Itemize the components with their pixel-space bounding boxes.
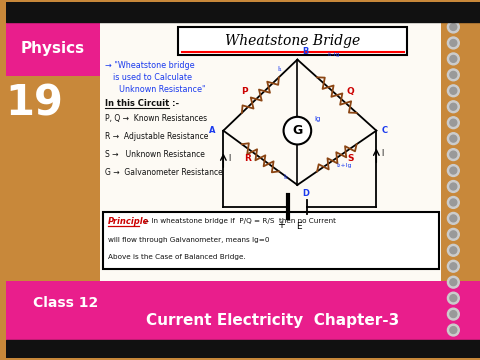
Circle shape: [447, 229, 459, 240]
Circle shape: [450, 295, 457, 302]
Circle shape: [447, 308, 459, 320]
Text: Above is the Case of Balanced Bridge.: Above is the Case of Balanced Bridge.: [108, 254, 246, 260]
Text: S →   Unknown Resistance: S → Unknown Resistance: [105, 150, 205, 159]
Circle shape: [450, 87, 457, 94]
FancyBboxPatch shape: [6, 22, 100, 76]
Circle shape: [447, 69, 459, 81]
Text: A: A: [209, 126, 216, 135]
Circle shape: [450, 279, 457, 285]
Circle shape: [450, 71, 457, 78]
Text: P, Q →  Known Resistances: P, Q → Known Resistances: [105, 114, 207, 123]
Circle shape: [447, 260, 459, 272]
Text: Q: Q: [347, 87, 355, 96]
Text: I₂+Ig: I₂+Ig: [337, 163, 352, 168]
Text: Unknown Resistance": Unknown Resistance": [119, 85, 205, 94]
Circle shape: [447, 85, 459, 97]
Circle shape: [450, 40, 457, 46]
Text: S: S: [348, 154, 354, 163]
Circle shape: [447, 212, 459, 224]
Text: I: I: [228, 154, 230, 163]
Bar: [6, 281, 480, 340]
Circle shape: [450, 103, 457, 110]
Bar: [103, 212, 439, 269]
Circle shape: [447, 181, 459, 192]
Circle shape: [447, 149, 459, 161]
Text: In this Circuit :-: In this Circuit :-: [105, 99, 179, 108]
Bar: [6, 340, 480, 358]
Circle shape: [447, 101, 459, 113]
Circle shape: [447, 21, 459, 33]
Text: E: E: [297, 222, 302, 231]
Circle shape: [447, 197, 459, 208]
Circle shape: [450, 327, 457, 333]
Text: :- In wheatstone bridge if  P/Q = R/S  then no Current: :- In wheatstone bridge if P/Q = R/S the…: [144, 219, 336, 224]
Circle shape: [447, 244, 459, 256]
FancyBboxPatch shape: [178, 27, 407, 55]
Text: R →  Adjustable Resistance: R → Adjustable Resistance: [105, 132, 208, 141]
Text: 19: 19: [5, 82, 63, 124]
Circle shape: [450, 135, 457, 142]
Circle shape: [450, 183, 457, 190]
Text: I₂: I₂: [283, 174, 288, 180]
Text: will flow through Galvanometer, means Ig=0: will flow through Galvanometer, means Ig…: [108, 237, 269, 243]
Text: Ig: Ig: [314, 116, 320, 122]
Circle shape: [450, 119, 457, 126]
Circle shape: [447, 276, 459, 288]
Circle shape: [447, 165, 459, 176]
Circle shape: [447, 37, 459, 49]
Circle shape: [450, 167, 457, 174]
Circle shape: [450, 231, 457, 238]
Text: Current Electricity  Chapter-3: Current Electricity Chapter-3: [146, 313, 399, 328]
Bar: [100, 22, 441, 340]
Circle shape: [450, 199, 457, 206]
Text: I₁-Ig: I₁-Ig: [327, 52, 339, 57]
Circle shape: [450, 311, 457, 318]
Text: C: C: [381, 126, 387, 135]
Bar: [6, 2, 480, 22]
Text: Class 12: Class 12: [33, 296, 98, 310]
Circle shape: [450, 55, 457, 62]
Text: → "Wheatstone bridge: → "Wheatstone bridge: [105, 61, 194, 70]
Circle shape: [447, 133, 459, 145]
Text: R: R: [245, 154, 252, 163]
Text: G →  Galvanometer Resistance: G → Galvanometer Resistance: [105, 168, 223, 177]
Circle shape: [447, 324, 459, 336]
Text: Physics: Physics: [21, 41, 84, 56]
Text: Wheatstone Bridge: Wheatstone Bridge: [225, 34, 360, 48]
Text: G: G: [292, 124, 302, 137]
Circle shape: [450, 247, 457, 254]
Circle shape: [447, 117, 459, 129]
Text: is used to Calculate: is used to Calculate: [113, 73, 192, 82]
Text: Principle: Principle: [108, 217, 149, 226]
Circle shape: [447, 53, 459, 65]
Text: I: I: [381, 149, 384, 158]
Text: +: +: [276, 220, 285, 230]
Circle shape: [284, 117, 311, 144]
Circle shape: [450, 151, 457, 158]
Text: I₁: I₁: [277, 67, 282, 72]
Circle shape: [447, 292, 459, 304]
Circle shape: [450, 263, 457, 270]
Circle shape: [450, 215, 457, 222]
Circle shape: [450, 23, 457, 31]
Text: B: B: [302, 47, 309, 56]
Text: P: P: [241, 87, 247, 96]
Text: D: D: [302, 189, 309, 198]
